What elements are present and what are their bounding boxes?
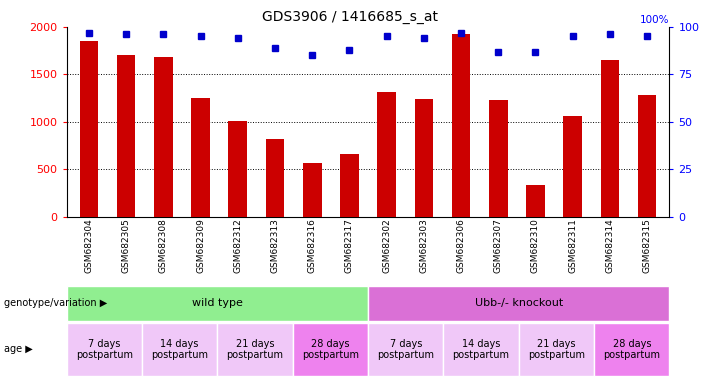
Bar (67, 323, 142, 376)
Bar (142, 323, 217, 376)
Bar (638, 95, 656, 217)
Text: 21 days
postpartum: 21 days postpartum (226, 339, 283, 360)
Bar (266, 139, 285, 217)
Bar (191, 98, 210, 217)
Bar (377, 93, 396, 217)
Text: GDS3906 / 1416685_s_at: GDS3906 / 1416685_s_at (262, 10, 439, 23)
Bar (594, 323, 669, 376)
Bar (443, 323, 519, 376)
Bar (67, 286, 368, 321)
Text: age ▶: age ▶ (4, 344, 32, 354)
Bar (293, 323, 368, 376)
Bar (368, 286, 669, 321)
Bar (564, 116, 582, 217)
Bar (340, 154, 359, 217)
Bar (217, 323, 293, 376)
Text: Ubb-/- knockout: Ubb-/- knockout (475, 298, 563, 308)
Text: 28 days
postpartum: 28 days postpartum (604, 339, 660, 360)
Bar (414, 99, 433, 217)
Bar (229, 121, 247, 217)
Bar (489, 100, 508, 217)
Bar (526, 185, 545, 217)
Bar (519, 323, 594, 376)
Bar (601, 60, 619, 217)
Bar (117, 55, 135, 217)
Text: wild type: wild type (192, 298, 243, 308)
Text: 7 days
postpartum: 7 days postpartum (76, 339, 132, 360)
Text: 14 days
postpartum: 14 days postpartum (151, 339, 208, 360)
Text: 21 days
postpartum: 21 days postpartum (528, 339, 585, 360)
Bar (80, 41, 98, 217)
Text: 7 days
postpartum: 7 days postpartum (377, 339, 434, 360)
Bar (368, 323, 443, 376)
Text: genotype/variation ▶: genotype/variation ▶ (4, 298, 107, 308)
Text: 100%: 100% (640, 15, 669, 25)
Text: 28 days
postpartum: 28 days postpartum (302, 339, 359, 360)
Text: 14 days
postpartum: 14 days postpartum (453, 339, 510, 360)
Bar (451, 35, 470, 217)
Bar (154, 57, 172, 217)
Bar (303, 163, 322, 217)
